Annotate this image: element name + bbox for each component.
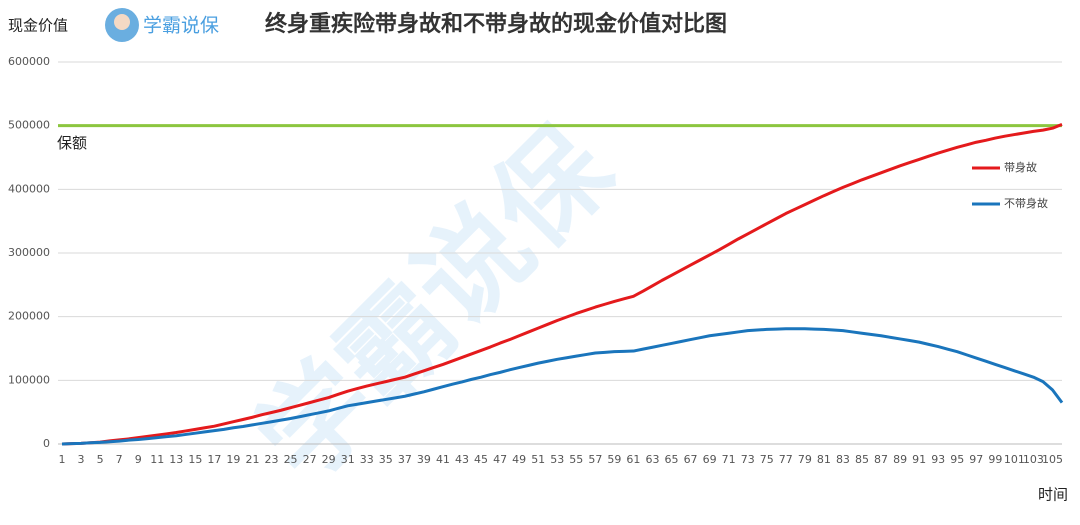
y-axis-label: 现金价值 [8, 17, 68, 35]
y-tick-label: 0 [43, 437, 50, 450]
x-tick-label: 1 [59, 453, 66, 466]
x-tick-label: 17 [207, 453, 221, 466]
x-tick-label: 63 [645, 453, 659, 466]
x-tick-label: 87 [874, 453, 888, 466]
series-line [61, 122, 1063, 446]
x-tick-label: 83 [836, 453, 850, 466]
x-tick-label: 7 [116, 453, 123, 466]
series-line [61, 327, 1064, 446]
x-tick-label: 9 [135, 453, 142, 466]
x-tick-label: 71 [722, 453, 736, 466]
x-tick-label: 35 [379, 453, 393, 466]
y-tick-label: 600000 [8, 55, 50, 68]
x-tick-label: 33 [360, 453, 374, 466]
x-tick-label: 65 [665, 453, 679, 466]
x-tick-label: 89 [893, 453, 907, 466]
x-tick-label: 79 [798, 453, 812, 466]
y-tick-label: 200000 [8, 310, 50, 323]
x-tick-label: 105 [1042, 453, 1063, 466]
x-tick-label: 13 [169, 453, 183, 466]
x-tick-label: 5 [97, 453, 104, 466]
x-tick-label: 11 [150, 453, 164, 466]
x-tick-label: 95 [950, 453, 964, 466]
x-tick-label: 99 [988, 453, 1002, 466]
x-tick-label: 15 [188, 453, 202, 466]
x-tick-label: 49 [512, 453, 526, 466]
x-axis-label: 时间 [1038, 486, 1068, 504]
x-tick-label: 75 [760, 453, 774, 466]
x-tick-label: 3 [78, 453, 85, 466]
x-tick-label: 61 [626, 453, 640, 466]
x-tick-label: 91 [912, 453, 926, 466]
x-tick-label: 21 [245, 453, 259, 466]
watermark: 学霸说保 [234, 103, 636, 505]
x-tick-label: 27 [303, 453, 317, 466]
legend-label: 带身故 [1004, 160, 1037, 174]
x-tick-label: 85 [855, 453, 869, 466]
x-tick-label: 41 [436, 453, 450, 466]
x-tick-label: 67 [684, 453, 698, 466]
x-tick-label: 73 [741, 453, 755, 466]
legend-label: 不带身故 [1004, 196, 1048, 210]
x-tick-label: 69 [703, 453, 717, 466]
x-tick-label: 47 [493, 453, 507, 466]
x-tick-label: 97 [969, 453, 983, 466]
x-tick-label: 59 [607, 453, 621, 466]
x-tick-label: 93 [931, 453, 945, 466]
y-tick-label: 100000 [8, 373, 50, 386]
x-tick-label: 19 [226, 453, 240, 466]
y-tick-label: 300000 [8, 246, 50, 259]
x-tick-label: 31 [341, 453, 355, 466]
y-tick-label: 400000 [8, 182, 50, 195]
x-tick-label: 23 [265, 453, 279, 466]
x-tick-label: 77 [779, 453, 793, 466]
x-tick-label: 29 [322, 453, 336, 466]
x-tick-label: 43 [455, 453, 469, 466]
y-tick-label: 500000 [8, 119, 50, 132]
reference-label: 保额 [57, 134, 87, 152]
x-tick-label: 101 [1004, 453, 1025, 466]
x-tick-label: 45 [474, 453, 488, 466]
x-tick-label: 103 [1023, 453, 1044, 466]
x-tick-label: 39 [417, 453, 431, 466]
x-tick-label: 37 [398, 453, 412, 466]
logo-face [114, 14, 130, 30]
chart-title: 终身重疾险带身故和不带身故的现金价值对比图 [265, 11, 727, 37]
x-tick-label: 53 [550, 453, 564, 466]
x-tick-label: 57 [588, 453, 602, 466]
x-tick-label: 51 [531, 453, 545, 466]
logo-text: 学霸说保 [143, 15, 219, 37]
x-tick-label: 25 [284, 453, 298, 466]
x-tick-label: 81 [817, 453, 831, 466]
x-tick-label: 55 [569, 453, 583, 466]
